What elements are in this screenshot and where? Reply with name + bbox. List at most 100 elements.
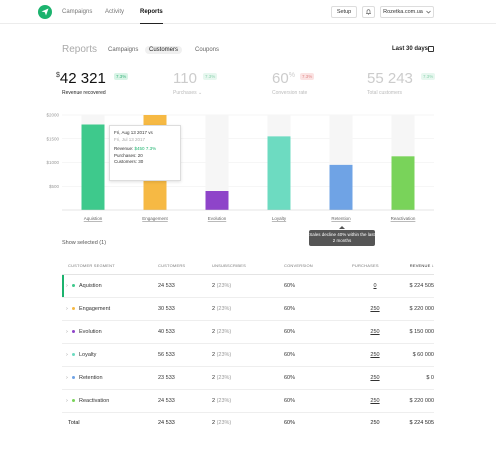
customers-cell: 56 533: [158, 343, 212, 367]
table-row[interactable]: › Retention 23 533 2 (23%) 60% 250 $ 0: [62, 366, 434, 390]
col-customer-segment[interactable]: Customer segment: [62, 257, 158, 275]
total-label: Total: [68, 420, 80, 427]
top-nav: Campaigns Activity Reports Setup Rozetka…: [0, 0, 496, 24]
sort-desc-icon: ↓: [431, 262, 434, 268]
revenue-cell: $ 60 000: [398, 343, 434, 367]
calendar-icon[interactable]: [428, 46, 434, 52]
kpi-value: 60: [272, 70, 289, 87]
kpi-conversion-rate[interactable]: 60% 7.3% Conversion rate: [272, 70, 315, 96]
x-tick-label[interactable]: Retention: [331, 216, 351, 221]
kpi-value: 55 243: [367, 70, 413, 87]
total-revenue: $ 224 505: [409, 420, 434, 427]
unsubscribes-percent: (23%): [216, 282, 232, 289]
kpi-total-customers[interactable]: 55 243 7.3% Total customers: [367, 70, 436, 96]
purchases-link[interactable]: 250: [352, 320, 398, 344]
purchases-link[interactable]: 0: [352, 274, 398, 298]
nav-campaigns[interactable]: Campaigns: [62, 9, 93, 15]
x-tick-label[interactable]: Evolution: [208, 216, 227, 221]
tooltip-customers: Customers: 30: [114, 159, 144, 164]
tab-coupons[interactable]: Coupons: [195, 47, 220, 53]
kpi-badge: 7.3%: [203, 73, 218, 80]
kpi-label: Total customers: [367, 90, 403, 96]
kpi-badge: 7.3%: [300, 73, 315, 80]
col-purchases[interactable]: Purchases: [352, 257, 398, 275]
col-revenue[interactable]: Revenue ↓: [398, 257, 434, 275]
date-range-label[interactable]: Last 30 days: [392, 46, 429, 52]
x-tick-label[interactable]: Aquistion: [84, 216, 103, 221]
segment-color-dot: [72, 329, 75, 333]
unsubscribes-percent: (23%): [216, 351, 232, 358]
y-tick-label: $2000: [46, 113, 59, 118]
chevron-right-icon[interactable]: ›: [66, 305, 68, 312]
kpi-unit: %: [288, 72, 295, 79]
chevron-down-icon: ⌄: [198, 90, 203, 96]
bar-background: [205, 115, 229, 210]
tooltip-date: Fri, Aug 13 2017 vs: [114, 130, 153, 135]
tab-customers[interactable]: Customers: [145, 46, 183, 54]
tooltip-revenue-value: $450: [134, 146, 145, 151]
unsubscribes-count: 2: [212, 351, 216, 358]
purchases-link[interactable]: 250: [352, 343, 398, 367]
conversion-cell: 60%: [284, 389, 352, 413]
bar-loyalty[interactable]: [267, 136, 291, 210]
chevron-right-icon[interactable]: ›: [66, 351, 68, 358]
table-row[interactable]: › Aquistion 24 533 2 (23%) 60% 0 $ 224 50…: [62, 274, 434, 298]
kpi-badge: 7.3%: [114, 73, 129, 80]
alert-tooltip: Sales decline 40% within the last 2 mont…: [309, 226, 375, 246]
purchases-link[interactable]: 250: [352, 366, 398, 390]
paper-plane-logo-icon[interactable]: [38, 5, 52, 19]
revenue-cell: $ 220 000: [398, 297, 434, 321]
unsubscribes-count: 2: [212, 305, 216, 312]
kpi-purchases[interactable]: 110 7.3% Purchases ⌄: [173, 70, 218, 96]
chevron-right-icon[interactable]: ›: [66, 328, 68, 335]
x-tick-label[interactable]: Loyalty: [272, 216, 287, 221]
x-tick-label[interactable]: Reactivation: [391, 216, 416, 221]
total-unsubscribes: 2 (23%): [212, 412, 284, 434]
table-row[interactable]: › Engagement 30 533 2 (23%) 60% 250 $ 220…: [62, 297, 434, 321]
col-customers[interactable]: Customers: [158, 257, 212, 275]
segment-bar-chart: $2000 $1500 $1000 $500 Aquistion Engagement Ev…: [46, 113, 434, 221]
col-conversion[interactable]: Conversion: [284, 257, 352, 275]
segment-name: Reactivation: [79, 397, 110, 404]
nav-reports[interactable]: Reports: [140, 9, 163, 24]
notification-bell-button[interactable]: [362, 6, 375, 18]
purchases-link[interactable]: 250: [352, 389, 398, 413]
col-unsubscribes[interactable]: Unsubscribes: [212, 257, 284, 275]
revenue-cell: $ 224 505: [398, 274, 434, 298]
bar-aquistion[interactable]: [81, 124, 105, 211]
chevron-right-icon[interactable]: ›: [66, 397, 68, 404]
table-row[interactable]: › Reactivation 24 533 2 (23%) 60% 250 $ 2…: [62, 389, 434, 413]
segment-name: Aquistion: [79, 282, 102, 289]
setup-button[interactable]: Setup: [331, 6, 357, 18]
store-selector[interactable]: Rozetka.com.ua: [380, 6, 434, 18]
show-selected-link[interactable]: Show selected (1): [62, 240, 107, 246]
unsubscribes-cell: 2 (23%): [212, 389, 284, 413]
nav-activity[interactable]: Activity: [105, 9, 125, 15]
segment-color-dot: [72, 398, 75, 402]
total-unsubscribes-percent: (23%): [216, 420, 232, 427]
x-tick-label[interactable]: Engagement: [142, 216, 168, 221]
kpi-value: 42 321: [59, 70, 106, 87]
chevron-right-icon[interactable]: ›: [66, 282, 68, 289]
store-selector-label: Rozetka.com.ua: [383, 9, 423, 15]
unsubscribes-percent: (23%): [216, 305, 232, 312]
unsubscribes-cell: 2 (23%): [212, 366, 284, 390]
bar-retention[interactable]: [329, 164, 353, 210]
kpi-revenue-recovered[interactable]: $42 321 7.3% Revenue recovered: [56, 70, 129, 96]
segment-cell: › Engagement: [62, 297, 158, 321]
revenue-cell: $ 0: [398, 366, 434, 390]
y-tick-label: $1500: [46, 136, 59, 141]
chevron-down-icon: [426, 10, 431, 14]
kpi-currency: $: [56, 72, 60, 79]
y-tick-label: $1000: [46, 160, 59, 165]
bar-reactivation[interactable]: [391, 156, 415, 210]
revenue-cell: $ 150 000: [398, 320, 434, 344]
chevron-right-icon[interactable]: ›: [66, 374, 68, 381]
tab-campaigns[interactable]: Campaigns: [108, 47, 139, 53]
table-row[interactable]: › Evolution 40 533 2 (23%) 60% 250 $ 150 …: [62, 320, 434, 344]
segment-cell: › Loyalty: [62, 343, 158, 367]
bar-evolution[interactable]: [205, 191, 229, 210]
purchases-link[interactable]: 250: [352, 297, 398, 321]
table-row[interactable]: › Loyalty 56 533 2 (23%) 60% 250 $ 60 000: [62, 343, 434, 367]
unsubscribes-count: 2: [212, 328, 216, 335]
